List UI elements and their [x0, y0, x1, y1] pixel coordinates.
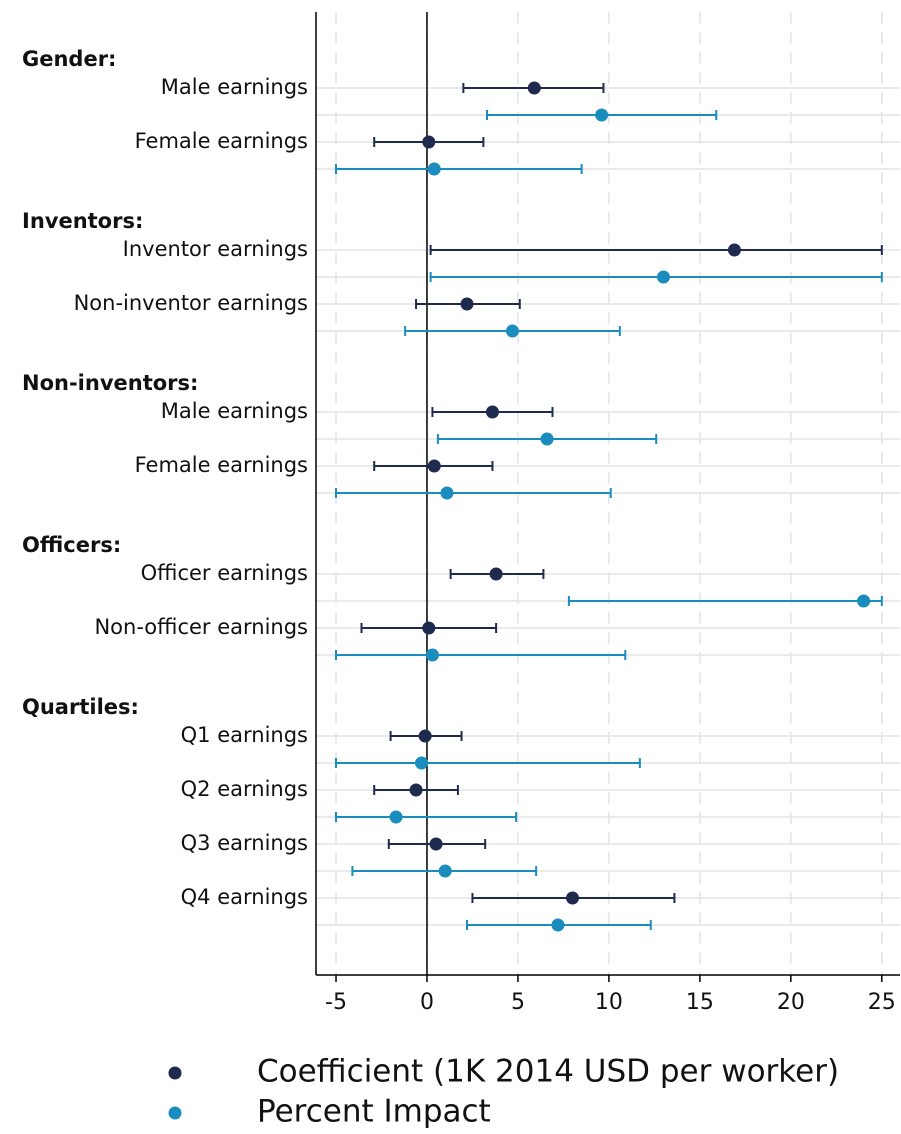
- x-tick-label: 15: [686, 990, 714, 1015]
- category-label: Inventor earnings: [123, 237, 308, 261]
- x-tick-label: 10: [595, 990, 623, 1015]
- category-label: Q1 earnings: [181, 723, 308, 747]
- x-tick-label: 25: [868, 990, 896, 1015]
- category-label: Female earnings: [135, 129, 308, 153]
- category-label: Non-officer earnings: [94, 615, 308, 639]
- point: [438, 864, 452, 878]
- point: [540, 432, 554, 446]
- group-title: Non-inventors:: [22, 371, 198, 395]
- point: [656, 270, 670, 284]
- x-tick-label: 0: [420, 990, 434, 1015]
- point: [489, 567, 503, 581]
- category-label: Q3 earnings: [181, 831, 308, 855]
- legend-label: Coefficient (1K 2014 USD per worker): [257, 1054, 839, 1090]
- point: [409, 783, 423, 797]
- group-title: Quartiles:: [22, 695, 139, 719]
- category-label: Officer earnings: [141, 561, 308, 585]
- legend-label: Percent Impact: [257, 1094, 491, 1130]
- x-tick-label: 20: [777, 990, 805, 1015]
- legend-marker: [168, 1106, 182, 1120]
- point: [857, 594, 871, 608]
- category-label: Q4 earnings: [181, 885, 308, 909]
- point: [485, 405, 499, 419]
- point: [440, 486, 454, 500]
- group-title: Inventors:: [22, 209, 143, 233]
- legend-marker: [168, 1066, 182, 1080]
- point: [429, 837, 443, 851]
- point: [425, 648, 439, 662]
- group-title: Gender:: [22, 47, 116, 71]
- point: [566, 891, 580, 905]
- point: [505, 324, 519, 338]
- point: [427, 162, 441, 176]
- point: [415, 756, 429, 770]
- x-tick-label: -5: [325, 990, 347, 1015]
- category-label: Non-inventor earnings: [74, 291, 308, 315]
- point: [422, 621, 436, 635]
- point: [389, 810, 403, 824]
- point: [422, 135, 436, 149]
- point: [527, 81, 541, 95]
- point: [418, 729, 432, 743]
- category-label: Male earnings: [161, 399, 308, 423]
- category-label: Male earnings: [161, 75, 308, 99]
- x-tick-label: 5: [511, 990, 525, 1015]
- group-title: Officers:: [22, 533, 121, 557]
- point: [551, 918, 565, 932]
- point: [460, 297, 474, 311]
- category-label: Female earnings: [135, 453, 308, 477]
- category-label: Q2 earnings: [181, 777, 308, 801]
- point: [727, 243, 741, 257]
- point: [595, 108, 609, 122]
- point: [427, 459, 441, 473]
